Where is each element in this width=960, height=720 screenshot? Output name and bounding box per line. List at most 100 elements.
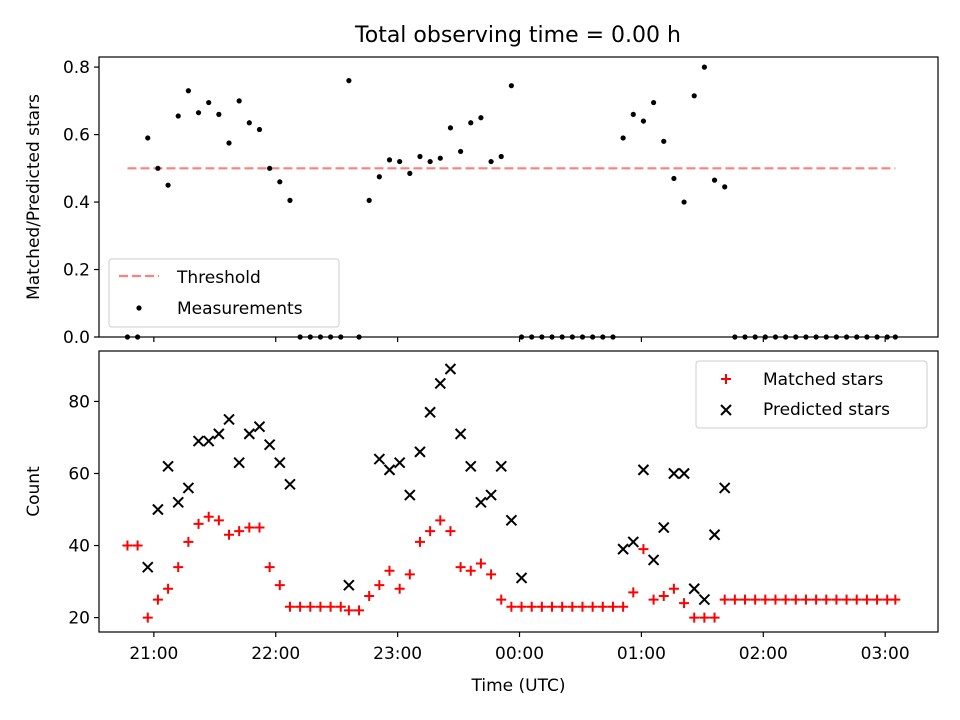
matched-star-point	[607, 601, 618, 612]
matched-star-point	[536, 601, 547, 612]
y-axis-label: Count	[24, 466, 44, 517]
legend: Matched stars Predicted stars	[695, 360, 928, 429]
matched-star-point	[770, 594, 781, 605]
predicted-star-point	[223, 413, 235, 426]
measurement-point	[458, 148, 464, 155]
predicted-star-point	[142, 561, 154, 573]
y-tick-label: 0.8	[63, 58, 90, 78]
measurement-point	[346, 78, 352, 84]
matched-stars-points	[122, 511, 901, 623]
x-tick-label: 01:00	[617, 644, 666, 664]
matched-star-point	[567, 601, 578, 612]
matched-star-point	[547, 601, 558, 612]
matched-star-point	[183, 536, 194, 547]
measurement-point	[722, 184, 728, 190]
matched-star-point	[841, 594, 852, 605]
matched-star-point	[597, 601, 608, 612]
predicted-star-point	[627, 536, 639, 548]
predicted-star-point	[182, 482, 195, 494]
predicted-star-point	[253, 420, 266, 433]
chart-title: Total observing time = 0.00 h	[354, 23, 681, 48]
x-tick-label: 03:00	[861, 644, 910, 664]
measurement-point	[376, 174, 382, 180]
matched-star-point	[699, 612, 710, 623]
predicted-star-point	[383, 464, 396, 476]
y-tick-label: 0.4	[63, 193, 90, 213]
matched-star-point	[132, 540, 143, 551]
matched-star-point	[295, 601, 306, 612]
matched-star-point	[516, 601, 527, 612]
matched-star-point	[274, 580, 285, 591]
matched-star-point	[305, 601, 316, 612]
matched-star-point	[122, 540, 133, 551]
axes-frame	[98, 56, 939, 338]
predicted-star-point	[515, 572, 528, 584]
measurement-point	[165, 182, 171, 188]
measurement-point	[175, 113, 181, 119]
predicted-star-point	[495, 460, 507, 472]
matched-star-point	[526, 601, 537, 612]
matched-star-point	[394, 583, 405, 594]
measurement-point	[407, 170, 413, 176]
y-tick-label: 40	[68, 537, 90, 557]
matched-star-point	[142, 612, 153, 623]
predicted-star-point	[263, 438, 276, 451]
y-tick-label: 80	[68, 392, 90, 412]
measurement-point	[447, 125, 454, 131]
y-tick-label: 0.0	[63, 328, 90, 348]
predicted-star-point	[678, 467, 690, 480]
matched-star-point	[780, 594, 791, 605]
matched-star-point	[455, 562, 466, 573]
measurement-point	[267, 165, 273, 171]
measurement-point	[226, 140, 232, 146]
measurement-point	[155, 165, 161, 171]
legend: Threshold Measurements	[108, 258, 340, 328]
matched-star-point	[506, 601, 517, 612]
matched-star-point	[193, 518, 204, 529]
predicted-star-point	[444, 363, 457, 375]
matched-star-point	[173, 562, 184, 573]
x-tick-label: 00:00	[495, 644, 544, 664]
matched-star-point	[224, 529, 235, 540]
measurement-point	[246, 120, 252, 126]
matched-star-point	[445, 526, 456, 537]
y-tick-label: 0.2	[63, 261, 90, 281]
matched-star-point	[811, 594, 822, 605]
matched-star-point	[750, 594, 761, 605]
predicted-star-point	[617, 543, 629, 555]
predicted-star-point	[475, 496, 487, 509]
measurement-point	[437, 155, 443, 161]
predicted-star-point	[172, 496, 184, 509]
matched-star-point	[689, 612, 700, 623]
legend-measurements-swatch	[136, 305, 142, 311]
measurement-point	[417, 153, 423, 160]
measurement-point	[650, 99, 657, 106]
x-tick-label: 22:00	[251, 644, 300, 664]
matched-star-point	[587, 601, 598, 612]
measurement-point	[691, 93, 697, 99]
matched-star-point	[325, 601, 336, 612]
measurement-point	[236, 98, 242, 104]
predicted-star-point	[434, 377, 446, 390]
y-tick-label: 0.6	[63, 126, 90, 146]
measurement-point	[498, 153, 504, 160]
matched-star-point	[890, 594, 901, 605]
predicted-star-point	[505, 514, 518, 527]
predicted-star-point	[393, 456, 406, 469]
matched-star-point	[475, 558, 486, 569]
measurement-point	[711, 177, 718, 183]
matched-star-point	[244, 522, 255, 533]
measurement-point	[195, 110, 202, 116]
measurement-point	[488, 158, 494, 165]
measurement-point	[277, 179, 283, 185]
measurement-point	[661, 138, 667, 144]
matched-star-point	[152, 594, 163, 605]
matched-star-point	[234, 526, 245, 537]
matched-star-point	[315, 601, 326, 612]
measurement-point	[630, 111, 636, 117]
predicted-star-point	[668, 467, 680, 480]
matched-star-point	[425, 526, 436, 537]
legend-predicted-label: Predicted stars	[763, 400, 890, 420]
predicted-star-point	[373, 453, 386, 465]
